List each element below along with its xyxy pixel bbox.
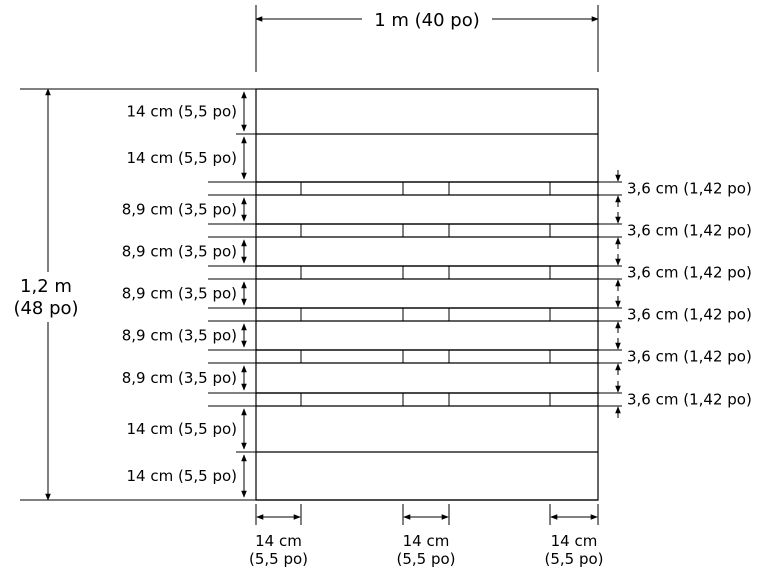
left-dimension-label: 14 cm (5,5 po): [126, 420, 237, 438]
bottom-dimensions: 14 cm(5,5 po)14 cm(5,5 po)14 cm(5,5 po): [249, 504, 604, 568]
left-dimension-label: 14 cm (5,5 po): [126, 103, 237, 121]
right-dimension-label: 3,6 cm (1,42 po): [627, 264, 752, 282]
right-dimension: 3,6 cm (1,42 po): [615, 170, 752, 207]
left-dimension: 8,9 cm (3,5 po): [122, 365, 247, 391]
right-dimension: 3,6 cm (1,42 po): [615, 254, 752, 291]
bottom-dimension-label: 14 cm: [255, 532, 302, 550]
right-dimension: 3,6 cm (1,42 po): [615, 296, 752, 333]
right-dimension-label: 3,6 cm (1,42 po): [627, 348, 752, 366]
right-dimension-label: 3,6 cm (1,42 po): [627, 180, 752, 198]
left-dimension: 14 cm (5,5 po): [126, 408, 247, 450]
left-dimension-label: 8,9 cm (3,5 po): [122, 327, 237, 345]
height-label-line2: (48 po): [13, 298, 78, 319]
left-dimension-label: 8,9 cm (3,5 po): [122, 201, 237, 219]
left-dimension: 8,9 cm (3,5 po): [122, 323, 247, 348]
left-dimension: 8,9 cm (3,5 po): [122, 281, 247, 306]
pallet-outline: [255, 88, 599, 501]
left-dimension-label: 14 cm (5,5 po): [126, 149, 237, 167]
bottom-dimension-label-sub: (5,5 po): [249, 550, 308, 568]
height-dimension: 1,2 m (48 po): [13, 88, 256, 501]
right-dimension-label: 3,6 cm (1,42 po): [627, 306, 752, 324]
width-dimension: 1 m (40 po): [255, 5, 599, 72]
left-dimension: 14 cm (5,5 po): [126, 454, 247, 498]
left-dimension-label: 14 cm (5,5 po): [126, 467, 237, 485]
left-dimension: 14 cm (5,5 po): [126, 91, 247, 132]
left-dimension-label: 8,9 cm (3,5 po): [122, 243, 237, 261]
left-dimension-label: 8,9 cm (3,5 po): [122, 285, 237, 303]
pallet-top-view: [208, 88, 622, 501]
left-dimension: 8,9 cm (3,5 po): [122, 239, 247, 264]
bottom-dimension: 14 cm(5,5 po): [396, 504, 456, 568]
right-dimension-label: 3,6 cm (1,42 po): [627, 391, 752, 409]
right-dimension: 3,6 cm (1,42 po): [615, 381, 752, 418]
bottom-dimension-label-sub: (5,5 po): [396, 550, 455, 568]
right-dimension-label: 3,6 cm (1,42 po): [627, 222, 752, 240]
bottom-dimension: 14 cm(5,5 po): [249, 504, 308, 568]
height-label-line1: 1,2 m: [20, 276, 72, 297]
width-label: 1 m (40 po): [374, 10, 480, 31]
right-dimension: 3,6 cm (1,42 po): [615, 338, 752, 375]
bottom-dimension-label: 14 cm: [403, 532, 450, 550]
right-dimension: 3,6 cm (1,42 po): [615, 212, 752, 249]
bottom-dimension: 14 cm(5,5 po): [544, 504, 604, 568]
left-dimension-label: 8,9 cm (3,5 po): [122, 369, 237, 387]
left-dimension: 14 cm (5,5 po): [126, 136, 247, 180]
left-dimension: 8,9 cm (3,5 po): [122, 197, 247, 222]
bottom-dimension-label-sub: (5,5 po): [544, 550, 603, 568]
bottom-dimension-label: 14 cm: [551, 532, 598, 550]
right-dimensions: 3,6 cm (1,42 po) 3,6 cm (1,42 po) 3,6 cm (…: [615, 170, 752, 418]
left-dimensions: 14 cm (5,5 po) 14 cm (5,5 po) 8,9 cm (3,5 …: [122, 91, 247, 498]
